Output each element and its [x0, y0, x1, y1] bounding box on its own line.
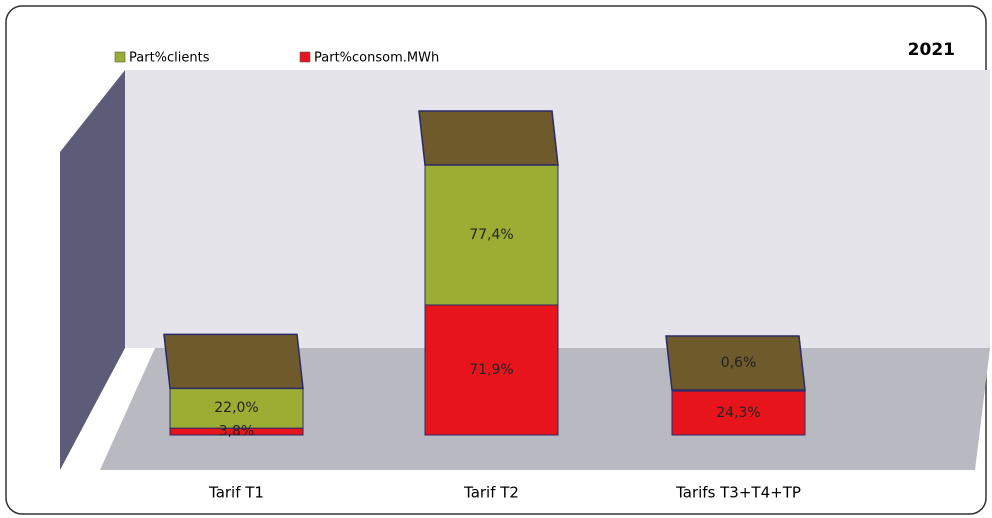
bar-top — [163, 333, 304, 390]
data-label: 77,4% — [469, 227, 513, 243]
x-tick-label: Tarif T2 — [463, 484, 519, 502]
x-tick-label: Tarif T1 — [208, 484, 264, 502]
bar-segment — [424, 304, 559, 436]
bar-top — [418, 110, 559, 166]
legend-label: Part%clients — [129, 51, 210, 66]
bar-segment — [424, 164, 559, 306]
data-label: 0,6% — [721, 355, 757, 371]
data-label: 22,0% — [214, 400, 258, 416]
data-label: 71,9% — [469, 362, 513, 378]
bar-segment — [671, 390, 806, 436]
data-label: 24,3% — [716, 405, 760, 421]
side-wall — [60, 70, 125, 470]
legend-label: Part%consom.MWh — [314, 51, 439, 66]
legend-swatch — [114, 51, 126, 63]
legend-swatch — [299, 51, 311, 63]
x-tick-label: Tarifs T3+T4+TP — [675, 484, 801, 502]
chart-title: 2021 — [908, 40, 955, 60]
data-label: 3,8% — [219, 424, 255, 440]
bar-top — [665, 335, 806, 391]
